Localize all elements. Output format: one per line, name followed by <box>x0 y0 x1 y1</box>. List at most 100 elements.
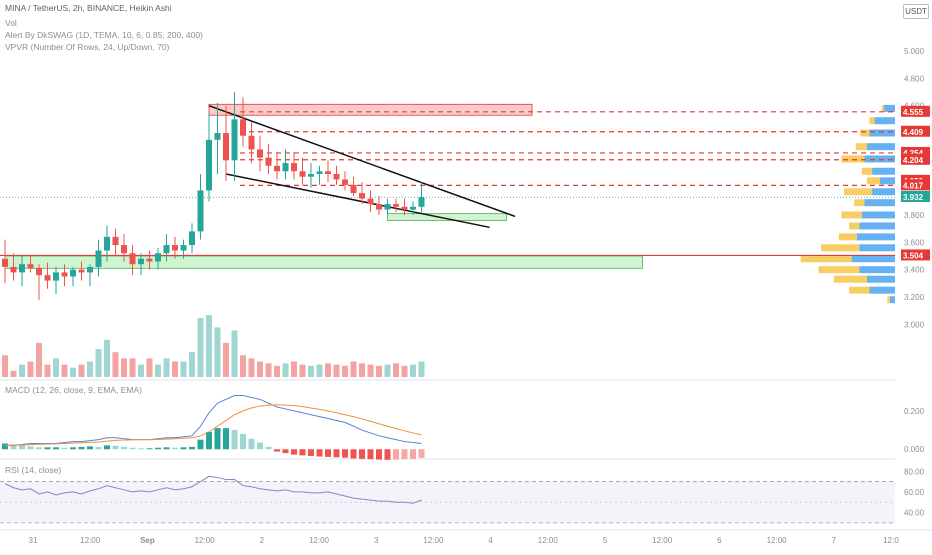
macd-histogram-bar <box>121 446 127 450</box>
macd-histogram-bar <box>197 439 204 450</box>
price-label: 4.017 <box>903 181 924 190</box>
macd-histogram-bar <box>231 430 238 450</box>
candle-body <box>129 253 136 265</box>
macd-histogram-bar <box>367 449 374 460</box>
candle-body <box>214 133 221 140</box>
candle-body <box>367 198 374 205</box>
candle-body <box>342 179 348 185</box>
macd-histogram-bar <box>70 447 76 450</box>
volume-bar <box>350 361 357 377</box>
candle-body <box>78 269 85 273</box>
vpvr-down-bar <box>881 104 884 112</box>
vpvr-down-bar <box>887 296 890 304</box>
price-label-box <box>901 249 930 261</box>
volume-bar <box>342 365 348 377</box>
resistance-zone <box>208 103 533 116</box>
macd-histogram-bar <box>189 446 195 450</box>
vpvr-up-bar <box>861 211 895 219</box>
volume-bar <box>27 361 34 377</box>
price-label: 4.204 <box>903 156 924 165</box>
candle-body <box>393 204 399 207</box>
volume-bar <box>231 330 238 377</box>
candle-body <box>112 236 119 246</box>
macd-line <box>5 395 422 446</box>
macd-histogram-bar <box>282 449 289 454</box>
time-tick-label: 5 <box>603 536 608 545</box>
vpvr-down-bar <box>821 244 860 252</box>
vpvr-up-bar <box>859 222 895 230</box>
macd-histogram-bar <box>393 449 399 460</box>
vpvr-down-bar <box>855 143 867 151</box>
time-tick-label: 12:00 <box>195 536 216 545</box>
vpvr-up-bar <box>866 143 895 151</box>
macd-tick-label: 0.200 <box>904 407 925 416</box>
volume-bar <box>265 363 272 377</box>
macd-histogram-bar <box>248 438 255 450</box>
candle-body <box>19 264 25 273</box>
volume-bar <box>299 364 306 377</box>
volume-bar <box>240 355 246 377</box>
rsi-tick-label: 40.00 <box>904 509 925 518</box>
volume-bar <box>359 363 365 377</box>
macd-histogram-bar <box>223 428 229 450</box>
time-tick-label: Sep <box>140 536 155 545</box>
volume-bar <box>36 342 42 377</box>
macd-histogram-bar <box>138 448 144 450</box>
vpvr-down-bar <box>844 188 873 196</box>
price-tick-label: 3.000 <box>904 320 925 329</box>
volume-bar <box>10 370 17 377</box>
volume-bar <box>282 363 289 377</box>
macd-histogram-bar <box>163 447 170 450</box>
vpvr-down-bar <box>854 199 865 207</box>
time-tick-label: 12:00 <box>309 536 330 545</box>
volume-bar <box>197 318 204 377</box>
macd-histogram-bar <box>172 447 178 450</box>
volume-bar <box>410 364 416 377</box>
candle-body <box>155 253 161 262</box>
time-tick-label: 12:00 <box>80 536 101 545</box>
volume-bar <box>87 361 93 377</box>
vpvr-down-bar <box>838 233 857 241</box>
macd-histogram-bar <box>299 449 306 456</box>
vpvr-down-bar <box>841 211 862 219</box>
currency-button[interactable]: USDT <box>903 4 929 19</box>
volume-bar <box>180 361 187 377</box>
time-tick-label: 12:00 <box>767 536 788 545</box>
macd-histogram-bar <box>180 447 187 450</box>
candle-body <box>333 174 340 180</box>
volume-bar <box>418 361 425 377</box>
time-tick-label: 3 <box>374 536 379 545</box>
volume-bar <box>19 364 25 377</box>
candle-body <box>27 264 34 269</box>
price-label-box <box>901 105 930 117</box>
price-tick-label: 3.400 <box>904 266 925 275</box>
macd-histogram-bar <box>44 447 51 450</box>
time-tick-label: 4 <box>488 536 493 545</box>
price-label: 3.504 <box>903 251 924 260</box>
price-label: 3.932 <box>903 193 924 202</box>
volume-bar <box>44 364 51 377</box>
volume-bar <box>376 365 382 377</box>
macd-histogram-bar <box>53 447 59 450</box>
candle-body <box>410 206 416 210</box>
macd-histogram-bar <box>61 447 68 450</box>
symbol-legend: MINA / TetherUS, 2h, BINANCE, Heikin Ash… <box>5 3 172 13</box>
volume-bar <box>112 352 119 377</box>
vpvr-up-bar <box>883 104 895 112</box>
volume-bar <box>308 365 314 377</box>
candle-body <box>2 258 8 267</box>
time-tick-label: 2 <box>260 536 265 545</box>
candle-body <box>180 245 187 251</box>
macd-histogram-bar <box>316 449 323 457</box>
vpvr-down-bar <box>860 129 870 137</box>
time-tick-label: 12:00 <box>538 536 559 545</box>
price-tick-label: 3.200 <box>904 293 925 302</box>
macd-histogram-bar <box>308 449 314 456</box>
macd-histogram-bar <box>410 449 416 459</box>
candle-body <box>121 245 127 254</box>
volume-bar <box>61 364 68 377</box>
volume-bar <box>163 358 170 377</box>
candle-body <box>70 269 76 277</box>
candle-body <box>376 204 382 210</box>
